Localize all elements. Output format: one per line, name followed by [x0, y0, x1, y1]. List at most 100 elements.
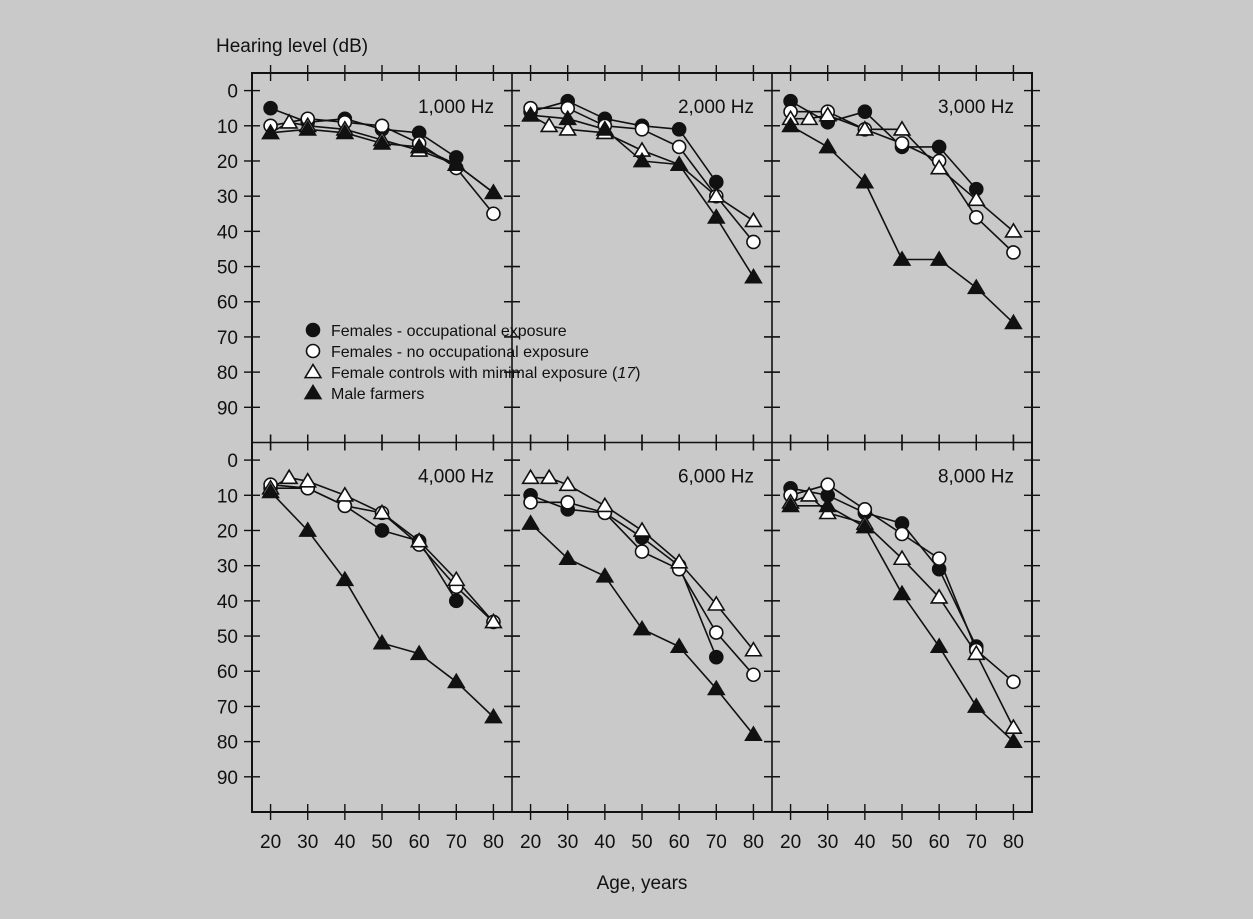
- data-point-female-controls: [744, 211, 763, 228]
- data-point-females-no: [1006, 245, 1021, 260]
- data-point-female-controls: [595, 496, 615, 513]
- x-tick-label: 70: [966, 832, 987, 853]
- data-point-female-controls: [558, 120, 578, 136]
- data-point-male-farmers: [669, 637, 689, 654]
- x-tick-label: 20: [780, 832, 801, 853]
- data-point-male-farmers: [335, 570, 355, 587]
- data-point-females-no: [374, 118, 390, 134]
- data-point-male-farmers: [929, 250, 949, 266]
- x-tick-label: 30: [557, 832, 578, 853]
- data-point-female-controls: [446, 570, 466, 587]
- x-tick-label: 40: [334, 832, 355, 853]
- data-point-male-farmers: [632, 619, 652, 636]
- legend-marker-females-occ: [305, 322, 321, 338]
- data-point-females-no: [746, 234, 761, 250]
- data-point-females-occ: [708, 649, 724, 665]
- data-point-females-no: [634, 122, 650, 137]
- data-point-female-controls: [484, 612, 503, 629]
- legend-label: Female controls with minimal exposure (1…: [331, 365, 640, 382]
- data-point-females-no: [894, 136, 910, 151]
- x-tick-label: 30: [297, 832, 318, 853]
- legend-reference: 17: [617, 365, 636, 382]
- data-point-female-controls: [799, 109, 819, 126]
- legend-label: Females - occupational exposure: [331, 323, 567, 340]
- data-point-female-controls: [892, 549, 912, 566]
- data-point-male-farmers: [372, 134, 392, 150]
- y-tick-label: 80: [217, 733, 238, 754]
- x-tick-label: 80: [1003, 832, 1024, 853]
- data-point-female-controls: [521, 468, 540, 485]
- y-tick-label: 50: [217, 627, 238, 648]
- x-tick-label: 30: [817, 832, 838, 853]
- legend-label: Male farmers: [331, 386, 424, 403]
- data-point-female-controls: [966, 644, 986, 661]
- data-point-female-controls: [818, 106, 838, 122]
- x-tick-label: 50: [631, 832, 652, 853]
- data-point-male-farmers: [521, 514, 540, 530]
- data-point-male-farmers: [706, 208, 726, 224]
- data-point-male-farmers: [818, 137, 838, 154]
- data-point-female-controls: [929, 158, 949, 175]
- legend-marker-male-farmers: [303, 383, 323, 400]
- data-point-females-no: [931, 551, 947, 566]
- y-tick-label: 10: [217, 486, 238, 507]
- y-tick-label: 20: [217, 521, 238, 542]
- data-point-male-farmers: [484, 183, 503, 200]
- data-point-female-controls: [539, 468, 559, 485]
- y-tick-label: 40: [217, 592, 238, 613]
- data-point-male-farmers: [1004, 313, 1023, 330]
- y-tick-label: 70: [217, 697, 238, 718]
- data-point-male-farmers: [892, 584, 912, 601]
- data-point-male-farmers: [669, 155, 689, 171]
- y-tick-label: 90: [217, 398, 238, 419]
- data-point-females-occ: [263, 100, 278, 116]
- y-tick-label: 30: [217, 557, 238, 578]
- data-point-male-farmers: [521, 106, 540, 122]
- x-tick-label: 80: [483, 832, 504, 853]
- data-point-females-no: [634, 544, 650, 559]
- x-tick-label: 50: [891, 832, 912, 853]
- x-tick-label: 60: [409, 832, 430, 853]
- data-point-female-controls: [558, 475, 578, 492]
- legend-label: Females - no occupational exposure: [331, 344, 589, 361]
- y-tick-label: 40: [217, 222, 238, 243]
- data-point-female-controls: [298, 472, 318, 488]
- data-point-male-farmers: [818, 496, 838, 513]
- y-tick-label: 30: [217, 187, 238, 208]
- data-point-females-no: [708, 625, 724, 640]
- data-point-female-controls: [706, 187, 726, 203]
- data-point-females-occ: [931, 139, 947, 155]
- data-point-male-farmers: [446, 672, 466, 689]
- y-tick-label: 60: [217, 662, 238, 683]
- data-point-male-farmers: [744, 268, 763, 284]
- data-point-females-no: [894, 526, 910, 542]
- legend-marker-female-controls: [303, 362, 323, 379]
- panel-title: 8,000 Hz: [938, 467, 1014, 488]
- data-point-male-farmers: [409, 137, 429, 154]
- data-point-male-farmers: [298, 120, 318, 136]
- y-tick-label: 20: [217, 152, 238, 173]
- data-point-male-farmers: [298, 521, 318, 537]
- data-point-male-farmers: [632, 151, 652, 168]
- data-point-male-farmers: [484, 707, 503, 724]
- data-point-females-no: [560, 495, 576, 510]
- data-point-male-farmers: [855, 517, 875, 534]
- data-point-female-controls: [335, 486, 355, 502]
- legend-marker-females-no: [305, 343, 321, 359]
- data-point-female-controls: [279, 468, 299, 485]
- data-point-female-controls: [539, 116, 559, 133]
- data-point-male-farmers: [781, 116, 800, 133]
- panel-title: 4,000 Hz: [418, 467, 494, 488]
- x-tick-label: 60: [929, 832, 950, 853]
- data-point-females-no: [820, 477, 836, 493]
- data-point-females-no: [671, 139, 687, 155]
- legend-item-females-occ: Females - occupational exposure: [305, 322, 567, 340]
- data-point-male-farmers: [446, 155, 466, 171]
- data-point-male-farmers: [261, 482, 280, 499]
- data-point-female-controls: [669, 553, 689, 569]
- data-point-females-no: [746, 667, 761, 683]
- data-point-female-controls: [929, 588, 949, 604]
- panel-grid: 0 10 20 30 40 50 60 70 80 90 1,000 Hz 2,000 Hz 3,000…: [217, 65, 1040, 853]
- data-point-male-farmers: [706, 679, 726, 696]
- x-tick-label: 60: [669, 832, 690, 853]
